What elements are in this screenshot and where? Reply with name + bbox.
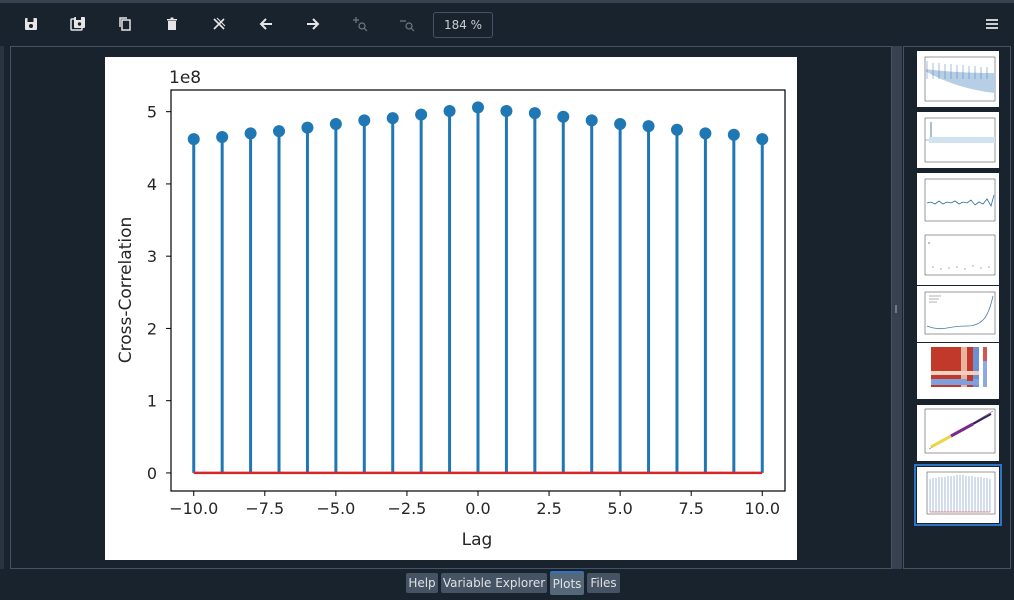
y-tick-label: 1 (147, 392, 157, 411)
stem-marker (585, 114, 598, 127)
stem-marker (756, 133, 769, 146)
stem-marker (727, 128, 740, 141)
stem-marker (187, 133, 200, 146)
plots-toolbar: 184 % (0, 3, 1014, 45)
tab-plots[interactable]: Plots (550, 571, 584, 595)
stem-marker (415, 108, 428, 121)
stem-marker (358, 114, 371, 127)
x-tick-label: −2.5 (388, 499, 427, 518)
x-tick-label: −7.5 (245, 499, 284, 518)
plot-scrollbar[interactable] (892, 46, 902, 569)
tab-files[interactable]: Files (587, 573, 620, 593)
window-top-border (0, 0, 1014, 3)
scatter-regression-thumb[interactable] (917, 405, 999, 461)
y-tick-label: 5 (147, 103, 157, 122)
x-tick-label: 10.0 (744, 499, 780, 518)
cross-correlation-thumb[interactable] (914, 464, 1002, 526)
stem-marker (670, 123, 683, 136)
tab-variable-explorer[interactable]: Variable Explorer (441, 573, 547, 593)
x-axis-label: Lag (462, 530, 493, 550)
thumbnail-panel (903, 46, 1011, 569)
stem-marker (216, 130, 229, 143)
heatmap-thumb[interactable] (917, 343, 999, 399)
stem-marker (614, 117, 627, 130)
dock-tab-bar: Help Variable Explorer Plots Files (0, 571, 1014, 600)
figure-canvas: 1e8 Lag Cross-Correlation −10.0 −7.5 −5.0 −… (105, 57, 797, 560)
stem-marker (244, 127, 257, 140)
zoom-in-icon[interactable] (347, 11, 373, 37)
save-icon[interactable] (18, 11, 44, 37)
y-offset-label: 1e8 (169, 68, 201, 88)
close-all-icon[interactable] (206, 11, 232, 37)
arrow-left-icon[interactable] (253, 11, 279, 37)
stem-marker (528, 107, 541, 120)
splitter-handle[interactable] (895, 305, 897, 313)
stem-marker (386, 112, 399, 125)
y-tick-label: 4 (147, 175, 157, 194)
partial-autocorrelation-thumb[interactable] (917, 112, 999, 168)
stem-marker (557, 110, 570, 123)
y-tick-label: 2 (147, 319, 157, 338)
stem-marker (273, 125, 286, 138)
y-tick-label: 0 (147, 464, 157, 483)
x-tick-label: −5.0 (316, 499, 355, 518)
residuals-thumb[interactable] (917, 173, 999, 229)
x-tick-label: 2.5 (536, 499, 561, 518)
y-tick-label: 3 (147, 247, 157, 266)
stem-marker (472, 101, 484, 114)
save-all-icon[interactable] (65, 11, 91, 37)
copy-icon[interactable] (112, 11, 138, 37)
cross-correlation-chart: 1e8 Lag Cross-Correlation −10.0 −7.5 −5.0 −… (116, 68, 786, 550)
stem-marker (443, 104, 456, 117)
x-tick-label: 5.0 (607, 499, 632, 518)
line-trend-thumb[interactable] (917, 286, 999, 342)
hamburger-menu-icon[interactable] (979, 11, 1005, 37)
stem-marker (500, 104, 513, 117)
stem-marker (329, 117, 342, 130)
tab-help[interactable]: Help (406, 573, 438, 593)
arrow-right-icon[interactable] (300, 11, 326, 37)
left-dock-edge (0, 46, 4, 569)
x-tick-label: 7.5 (678, 499, 703, 518)
scatter-sparse-thumb[interactable] (917, 229, 999, 285)
x-tick-label: −10.0 (169, 499, 218, 518)
delete-icon[interactable] (159, 11, 185, 37)
zoom-level-field[interactable]: 184 % (433, 12, 493, 38)
stem-marker (301, 121, 314, 134)
zoom-out-icon[interactable] (394, 11, 420, 37)
x-tick-label: 0.0 (465, 499, 490, 518)
y-axis-label: Cross-Correlation (116, 217, 136, 363)
stem-marker (642, 120, 655, 133)
autocorrelation-thumb[interactable] (917, 51, 999, 107)
stem-marker (699, 127, 712, 140)
